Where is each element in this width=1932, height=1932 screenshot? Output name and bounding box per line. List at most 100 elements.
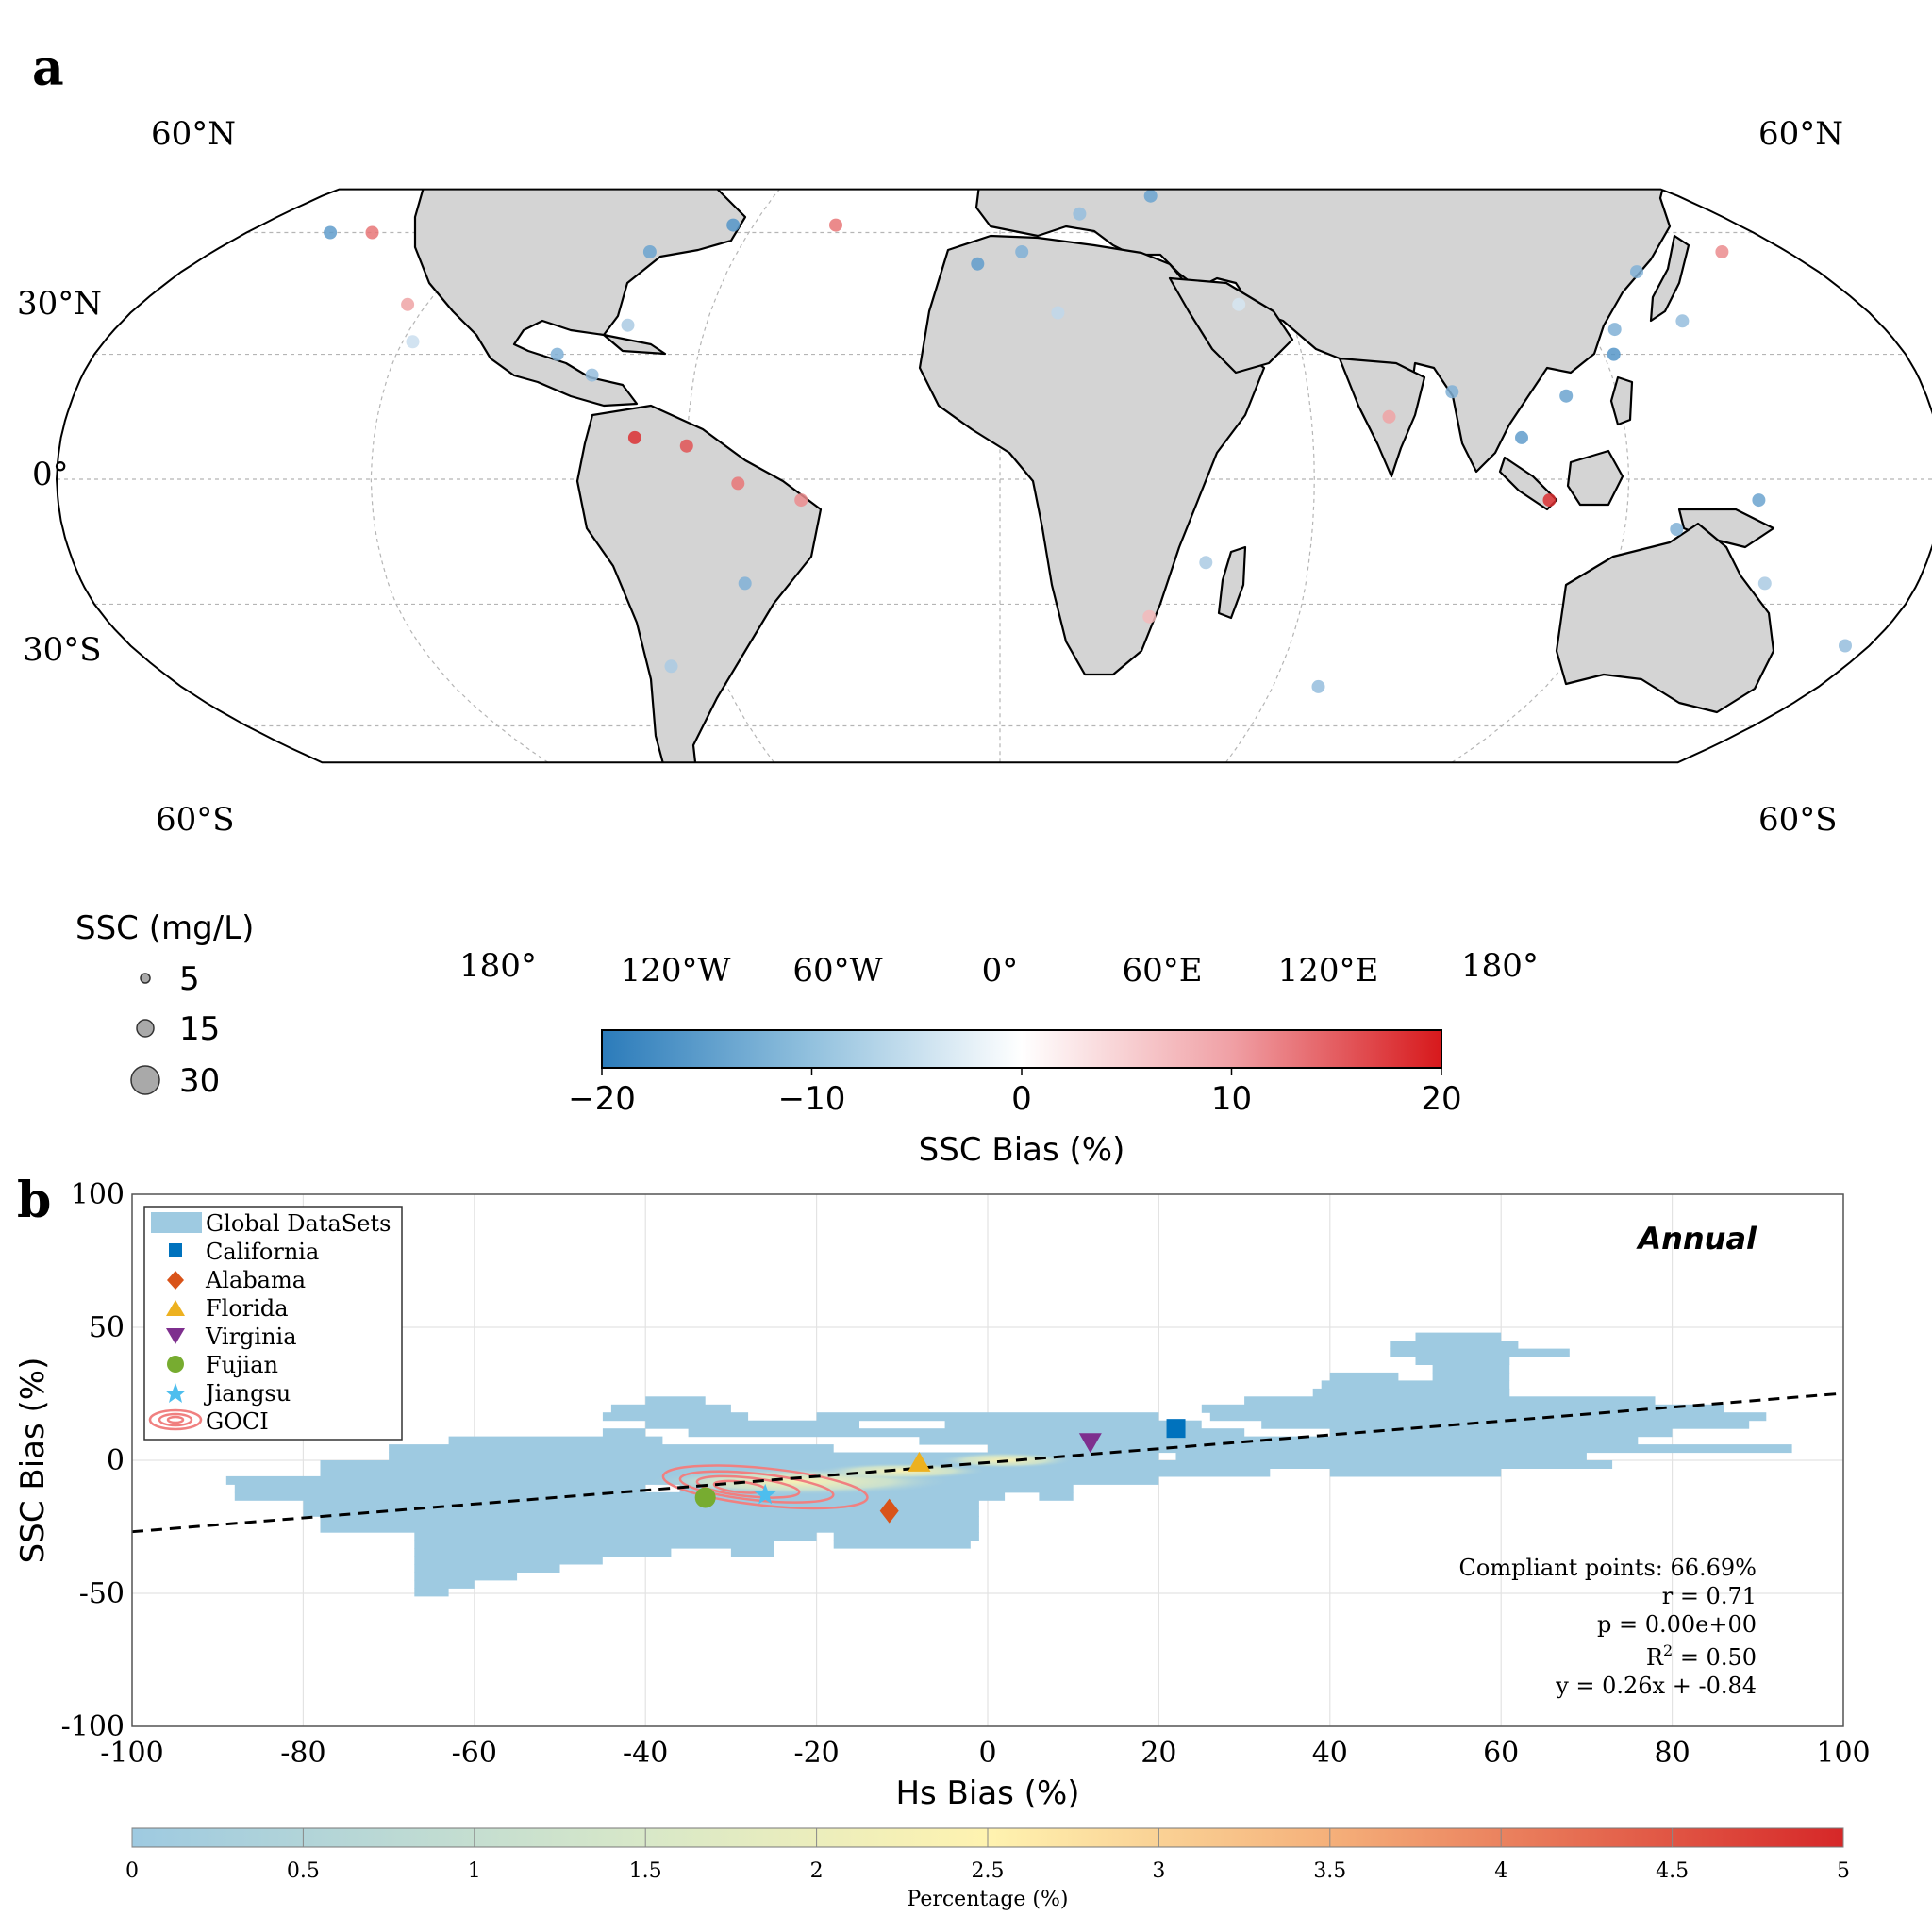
- density-cell-4-0: [1432, 1364, 1510, 1374]
- density-cell-10-0: [602, 1412, 749, 1422]
- arabia: [1168, 276, 1294, 375]
- ssc-point-25: [1559, 389, 1574, 403]
- ssc-point-19: [1051, 306, 1065, 320]
- percentage-colorbar-ticks: 0 0.5 1 1.5 2 2.5 3 3.5 4 4.5 5: [125, 1828, 1850, 1883]
- density-cell-10-1: [816, 1412, 1159, 1422]
- density-cell-11-0: [645, 1420, 859, 1429]
- ssc-point-13: [726, 218, 741, 232]
- ssc-point-16: [1015, 245, 1029, 258]
- eurasia: [974, 189, 1719, 474]
- pct-tick-label-7: 3.5: [1313, 1859, 1346, 1883]
- pct-tick-label-3: 1.5: [629, 1859, 662, 1883]
- y-tick-0: -100: [61, 1710, 125, 1743]
- stat-compliant: Compliant points: 66.69%: [1459, 1555, 1757, 1581]
- ssc-point-3: [406, 335, 420, 349]
- lat-label-0: 0°: [32, 456, 69, 493]
- marker-virginia: [1078, 1433, 1102, 1454]
- ssc-point-1: [365, 225, 379, 240]
- bias-colorbar-gradient: [601, 1029, 1442, 1069]
- australia: [1555, 522, 1775, 714]
- density-cell-25-0: [414, 1532, 817, 1541]
- ssc-point-30: [1670, 523, 1684, 536]
- ssc-point-2: [401, 297, 415, 311]
- region-markers: [694, 1419, 1186, 1524]
- ssc-point-11: [738, 576, 752, 591]
- y-axis-label: SSC Bias (%): [14, 1357, 52, 1564]
- percentage-colorbar: 0 0.5 1 1.5 2 2.5 3 3.5 4 4.5 5 Percentage (%): [125, 1827, 1850, 1911]
- legend-marker-florida: [166, 1300, 185, 1316]
- ssc-point-24: [1542, 493, 1557, 508]
- legend-label-fujian: Fujian: [206, 1352, 278, 1378]
- ssc-point-14: [642, 245, 657, 258]
- density-cell-32-0: [414, 1588, 449, 1597]
- bias-tick-label-2: 0: [1011, 1080, 1032, 1118]
- density-cell-5-0: [1329, 1372, 1399, 1381]
- trend-line: [131, 1391, 1844, 1534]
- density-cell-0-0: [1415, 1332, 1502, 1341]
- stat-r2: R2 = 0.50: [1646, 1641, 1757, 1671]
- lat-label-60n: 60°N: [151, 115, 236, 153]
- pct-tick-label-8: 4: [1494, 1859, 1507, 1883]
- marker-fujian: [694, 1487, 716, 1508]
- ssc-point-35: [1199, 556, 1213, 570]
- size-legend-marker-15: [136, 1019, 155, 1038]
- ssc-point-0: [324, 225, 338, 240]
- density-cell-5-1: [1432, 1372, 1510, 1381]
- lon-labels: 180° 120°W 60°W 0° 60°E 120°E 180°: [459, 947, 1539, 990]
- lat-label-30n: 30°N: [17, 285, 102, 323]
- ssc-point-33: [1630, 265, 1643, 279]
- density-cell-10-2: [1209, 1412, 1767, 1422]
- ssc-point-15: [971, 257, 985, 271]
- ssc-point-4: [621, 318, 635, 332]
- ssc-bias-points: [324, 189, 1852, 693]
- legend-marker-global: [151, 1212, 202, 1233]
- pct-tick-label-1: 0.5: [287, 1859, 320, 1883]
- stat-r2-superscript: 2: [1663, 1641, 1673, 1659]
- bias-tick-label-1: −10: [778, 1080, 846, 1118]
- ssc-point-17: [1073, 207, 1087, 221]
- y-tick-labels: -100 -50 0 50 100: [61, 1178, 125, 1743]
- ssc-point-12: [664, 659, 678, 674]
- density-cell-3-0: [1415, 1357, 1510, 1365]
- panel-a: a: [17, 40, 1932, 1169]
- goci-contour-1: [678, 1470, 835, 1504]
- marker-california: [1166, 1419, 1186, 1439]
- x-tick-1: -80: [280, 1737, 325, 1770]
- iceland: [913, 102, 943, 121]
- density-cell-13-0: [448, 1436, 663, 1445]
- legend-label-alabama: Alabama: [205, 1267, 306, 1293]
- pct-tick-label-2: 1: [468, 1859, 481, 1883]
- stat-equation: y = 0.26x + -0.84: [1555, 1673, 1757, 1699]
- bias-colorbar: −20 −10 0 10 20 SSC Bias (%): [568, 1029, 1462, 1169]
- borneo: [1566, 449, 1624, 507]
- density-cell-24-0: [320, 1524, 979, 1533]
- size-legend-label-5: 5: [179, 960, 200, 998]
- x-tick-9: 80: [1655, 1737, 1690, 1770]
- ssc-point-26: [1607, 347, 1621, 361]
- ssc-point-29: [1752, 493, 1766, 508]
- goci-contour-2: [695, 1474, 801, 1499]
- ssc-point-32: [1839, 639, 1852, 653]
- density-cell-13-1: [919, 1436, 1639, 1445]
- pct-tick-label-9: 4.5: [1656, 1859, 1689, 1883]
- size-legend-marker-5: [140, 973, 151, 984]
- density-cell-17-1: [1329, 1468, 1502, 1477]
- y-tick-1: -50: [79, 1577, 125, 1610]
- density-cell-8-0: [645, 1396, 706, 1406]
- y-tick-2: 0: [107, 1444, 125, 1477]
- annual-annotation: Annual: [1635, 1221, 1757, 1257]
- size-legend-title: SSC (mg/L): [75, 909, 254, 947]
- legend-label-virginia: Virginia: [205, 1324, 297, 1350]
- density-cell-11-1: [944, 1420, 1202, 1429]
- ssc-point-6: [550, 347, 564, 361]
- density-cell-12-1: [688, 1428, 1245, 1438]
- ssc-point-36: [1311, 679, 1325, 693]
- density-cell-12-0: [602, 1428, 646, 1438]
- ssc-point-7: [627, 430, 641, 444]
- pct-tick-label-6: 3: [1152, 1859, 1165, 1883]
- y-tick-3: 50: [89, 1311, 125, 1344]
- sumatra: [1498, 456, 1558, 511]
- antarctica: [467, 840, 1623, 955]
- south-america: [575, 404, 823, 763]
- x-tick-3: -40: [623, 1737, 668, 1770]
